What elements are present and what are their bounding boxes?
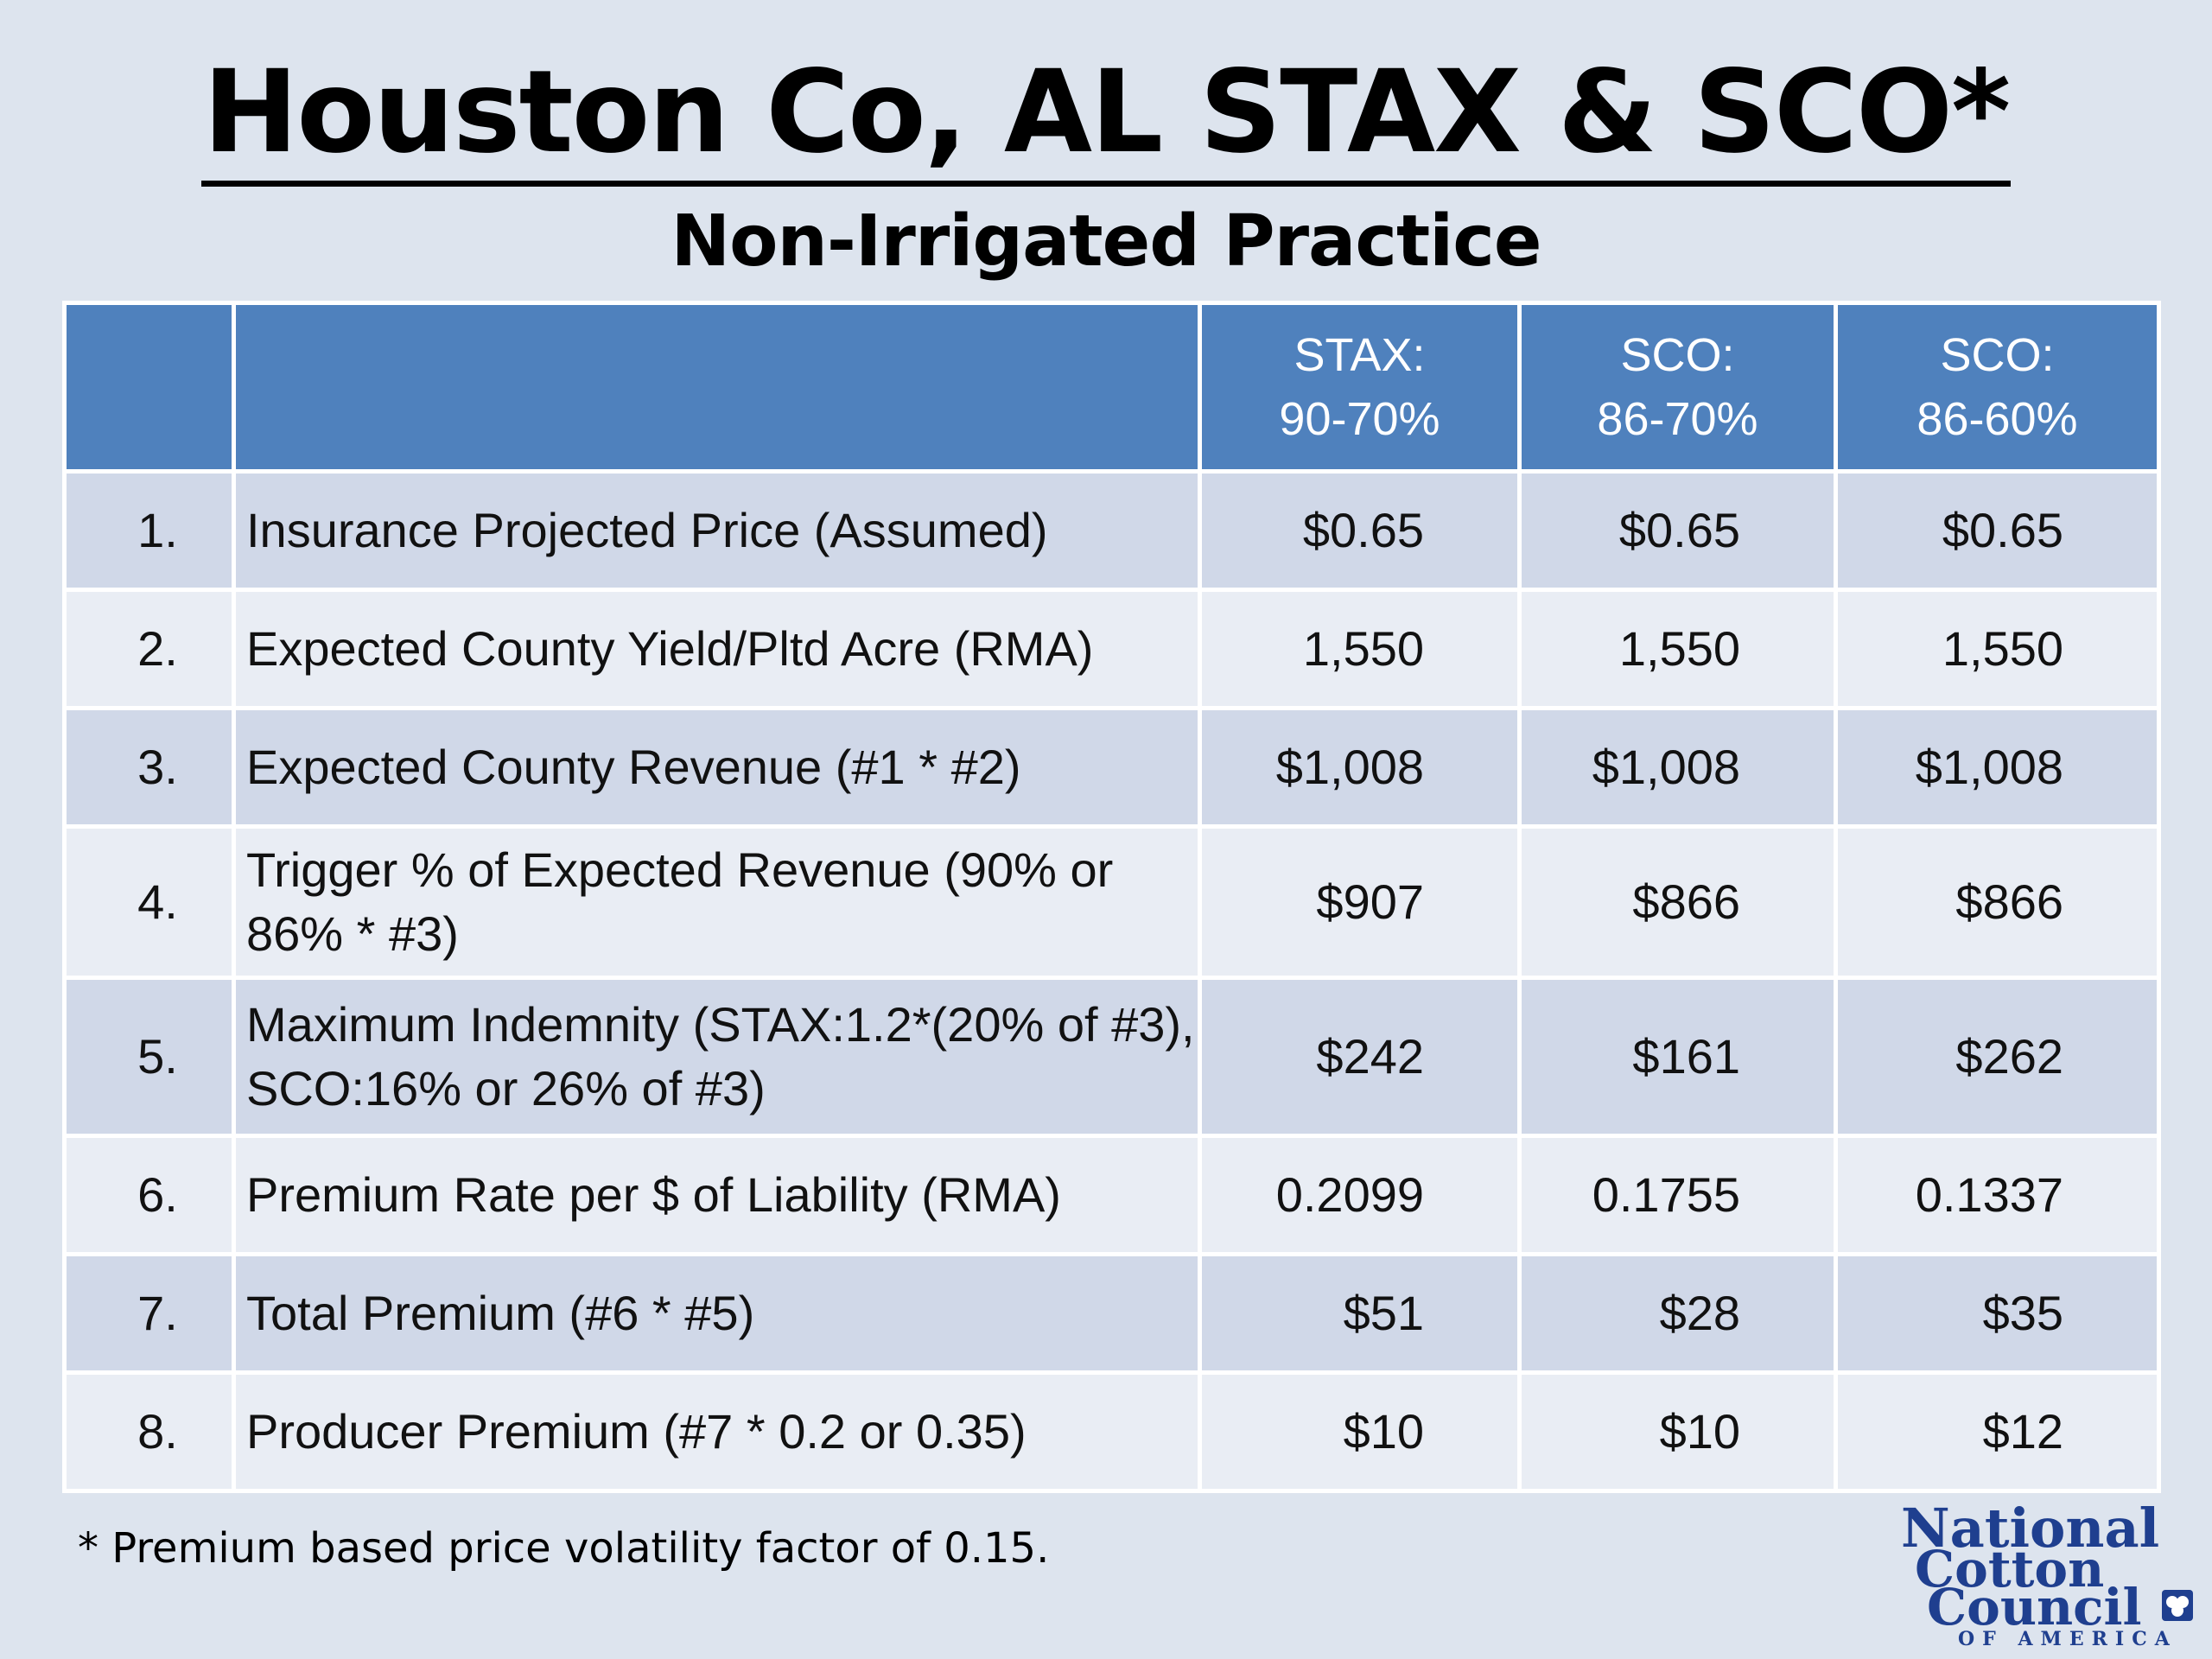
page-subtitle: Non-Irrigated Practice <box>671 200 1542 283</box>
value-stax-90-70: $10 <box>1198 1370 1522 1493</box>
value-sco-86-70: $866 <box>1517 824 1838 980</box>
row-number: 8. <box>62 1370 236 1493</box>
row-label: Insurance Projected Price (Assumed) <box>232 469 1202 592</box>
header-sco-86-70: SCO: 86-70% <box>1517 301 1838 474</box>
value-sco-86-60: $262 <box>1834 976 2161 1138</box>
value-stax-90-70: $51 <box>1198 1252 1522 1375</box>
value-stax-90-70: $907 <box>1198 824 1522 980</box>
row-number: 5. <box>62 976 236 1138</box>
cotton-boll-icon <box>2162 1590 2193 1621</box>
table-row: 8. Producer Premium (#7 * 0.2 or 0.35) $… <box>62 1370 2161 1493</box>
value-sco-86-70: 1,550 <box>1517 588 1838 710</box>
row-number: 3. <box>62 706 236 829</box>
header-sco-86-60: SCO: 86-60% <box>1834 301 2161 474</box>
row-number: 6. <box>62 1134 236 1256</box>
value-stax-90-70: $0.65 <box>1198 469 1522 592</box>
table-row: 2. Expected County Yield/Pltd Acre (RMA)… <box>62 588 2161 710</box>
value-sco-86-60: $1,008 <box>1834 706 2161 829</box>
value-stax-90-70: $242 <box>1198 976 1522 1138</box>
row-label: Trigger % of Expected Revenue (90% or 86… <box>232 824 1202 980</box>
footnote: * Premium based price volatility factor … <box>78 1524 1050 1573</box>
table-row: 4. Trigger % of Expected Revenue (90% or… <box>62 824 2161 980</box>
header-label <box>232 301 1202 474</box>
page-title: Houston Co, AL STAX & SCO* <box>0 48 2212 187</box>
value-sco-86-60: $12 <box>1834 1370 2161 1493</box>
table-row: 5. Maximum Indemnity (STAX:1.2*(20% of #… <box>62 976 2161 1138</box>
value-sco-86-70: $28 <box>1517 1252 1838 1375</box>
value-sco-86-60: 1,550 <box>1834 588 2161 710</box>
national-cotton-council-logo: National Cotton Council OF AMERICA <box>1901 1497 2193 1649</box>
value-stax-90-70: 1,550 <box>1198 588 1522 710</box>
row-label: Producer Premium (#7 * 0.2 or 0.35) <box>232 1370 1202 1493</box>
logo-line-3: Council <box>1927 1578 2142 1637</box>
table-row: 7. Total Premium (#6 * #5) $51 $28 $35 <box>62 1252 2161 1375</box>
value-sco-86-60: $0.65 <box>1834 469 2161 592</box>
value-sco-86-70: $10 <box>1517 1370 1838 1493</box>
header-num <box>62 301 236 474</box>
row-number: 4. <box>62 824 236 980</box>
premium-table: STAX: 90-70% SCO: 86-70% SCO: 86-60% 1. Ins… <box>62 301 2161 1493</box>
logo-line-1: National <box>1901 1497 2159 1560</box>
value-sco-86-60: $866 <box>1834 824 2161 980</box>
row-number: 2. <box>62 588 236 710</box>
row-label: Total Premium (#6 * #5) <box>232 1252 1202 1375</box>
logo-line-4: OF AMERICA <box>1958 1628 2177 1649</box>
row-number: 7. <box>62 1252 236 1375</box>
row-label: Expected County Yield/Pltd Acre (RMA) <box>232 588 1202 710</box>
table-header-row: STAX: 90-70% SCO: 86-70% SCO: 86-60% <box>62 301 2161 474</box>
value-sco-86-60: 0.1337 <box>1834 1134 2161 1256</box>
logo-line-2: Cotton <box>1915 1540 2104 1599</box>
table-row: 1. Insurance Projected Price (Assumed) $… <box>62 469 2161 592</box>
value-stax-90-70: 0.2099 <box>1198 1134 1522 1256</box>
value-sco-86-70: $161 <box>1517 976 1838 1138</box>
value-sco-86-60: $35 <box>1834 1252 2161 1375</box>
row-label: Maximum Indemnity (STAX:1.2*(20% of #3),… <box>232 976 1202 1138</box>
row-number: 1. <box>62 469 236 592</box>
value-stax-90-70: $1,008 <box>1198 706 1522 829</box>
header-stax-90-70: STAX: 90-70% <box>1198 301 1522 474</box>
row-label: Expected County Revenue (#1 * #2) <box>232 706 1202 829</box>
table-row: 3. Expected County Revenue (#1 * #2) $1,… <box>62 706 2161 829</box>
value-sco-86-70: $1,008 <box>1517 706 1838 829</box>
table-row: 6. Premium Rate per $ of Liability (RMA)… <box>62 1134 2161 1256</box>
value-sco-86-70: 0.1755 <box>1517 1134 1838 1256</box>
row-label: Premium Rate per $ of Liability (RMA) <box>232 1134 1202 1256</box>
value-sco-86-70: $0.65 <box>1517 469 1838 592</box>
